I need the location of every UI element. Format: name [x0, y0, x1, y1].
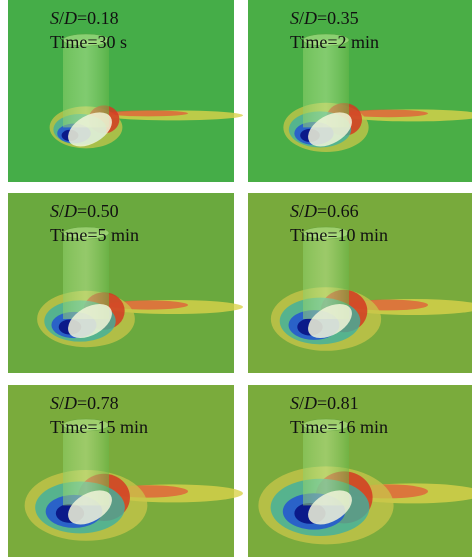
- panel-background: [8, 0, 234, 182]
- page: S/D=0.18Time=30 sS/D=0.35Time=2 minS/D=0…: [0, 0, 472, 557]
- time-label: Time=30 s: [50, 32, 127, 52]
- ratio-part: D: [63, 393, 77, 413]
- ratio-part: D: [63, 8, 77, 28]
- ratio-label: S/D=0.50: [50, 201, 119, 221]
- ratio-label: S/D=0.35: [290, 8, 359, 28]
- ratio-part: =0.50: [77, 201, 119, 221]
- ratio-part: =0.78: [77, 393, 119, 413]
- time-label: Time=15 min: [50, 417, 148, 437]
- ratio-part: =0.35: [317, 8, 359, 28]
- ratio-part: S: [50, 201, 59, 221]
- figure: S/D=0.18Time=30 sS/D=0.35Time=2 minS/D=0…: [0, 0, 472, 557]
- panel-background: [248, 0, 472, 182]
- ratio-part: =0.81: [317, 393, 359, 413]
- ratio-part: S: [290, 393, 299, 413]
- panel: S/D=0.81 Time=16 min: [248, 385, 472, 557]
- ratio-part: =0.18: [77, 8, 119, 28]
- time-label: Time=16 min: [290, 417, 388, 437]
- ratio-label: S/D=0.18: [50, 8, 119, 28]
- ratio-part: S: [290, 201, 299, 221]
- panel: S/D=0.66 Time=10 min: [248, 193, 472, 373]
- time-label: Time=5 min: [50, 225, 139, 245]
- panel: S/D=0.18 Time=30 s: [8, 0, 243, 182]
- panel: S/D=0.50 Time=5 min: [8, 193, 243, 373]
- wake: [108, 110, 188, 116]
- panel: S/D=0.78 Time=15 min: [8, 385, 243, 557]
- ratio-part: D: [303, 8, 317, 28]
- time-label: Time=2 min: [290, 32, 379, 52]
- time-label: Time=10 min: [290, 225, 388, 245]
- ratio-part: D: [303, 393, 317, 413]
- ratio-label: S/D=0.81: [290, 393, 359, 413]
- ratio-part: S: [50, 393, 59, 413]
- panel: S/D=0.35 Time=2 min: [248, 0, 472, 182]
- ratio-label: S/D=0.66: [290, 201, 359, 221]
- ratio-part: D: [303, 201, 317, 221]
- ratio-part: S: [50, 8, 59, 28]
- ratio-part: =0.66: [317, 201, 359, 221]
- panel-background: [8, 193, 234, 373]
- panel-background: [248, 193, 472, 373]
- ratio-label: S/D=0.78: [50, 393, 119, 413]
- ratio-part: S: [290, 8, 299, 28]
- ratio-part: D: [63, 201, 77, 221]
